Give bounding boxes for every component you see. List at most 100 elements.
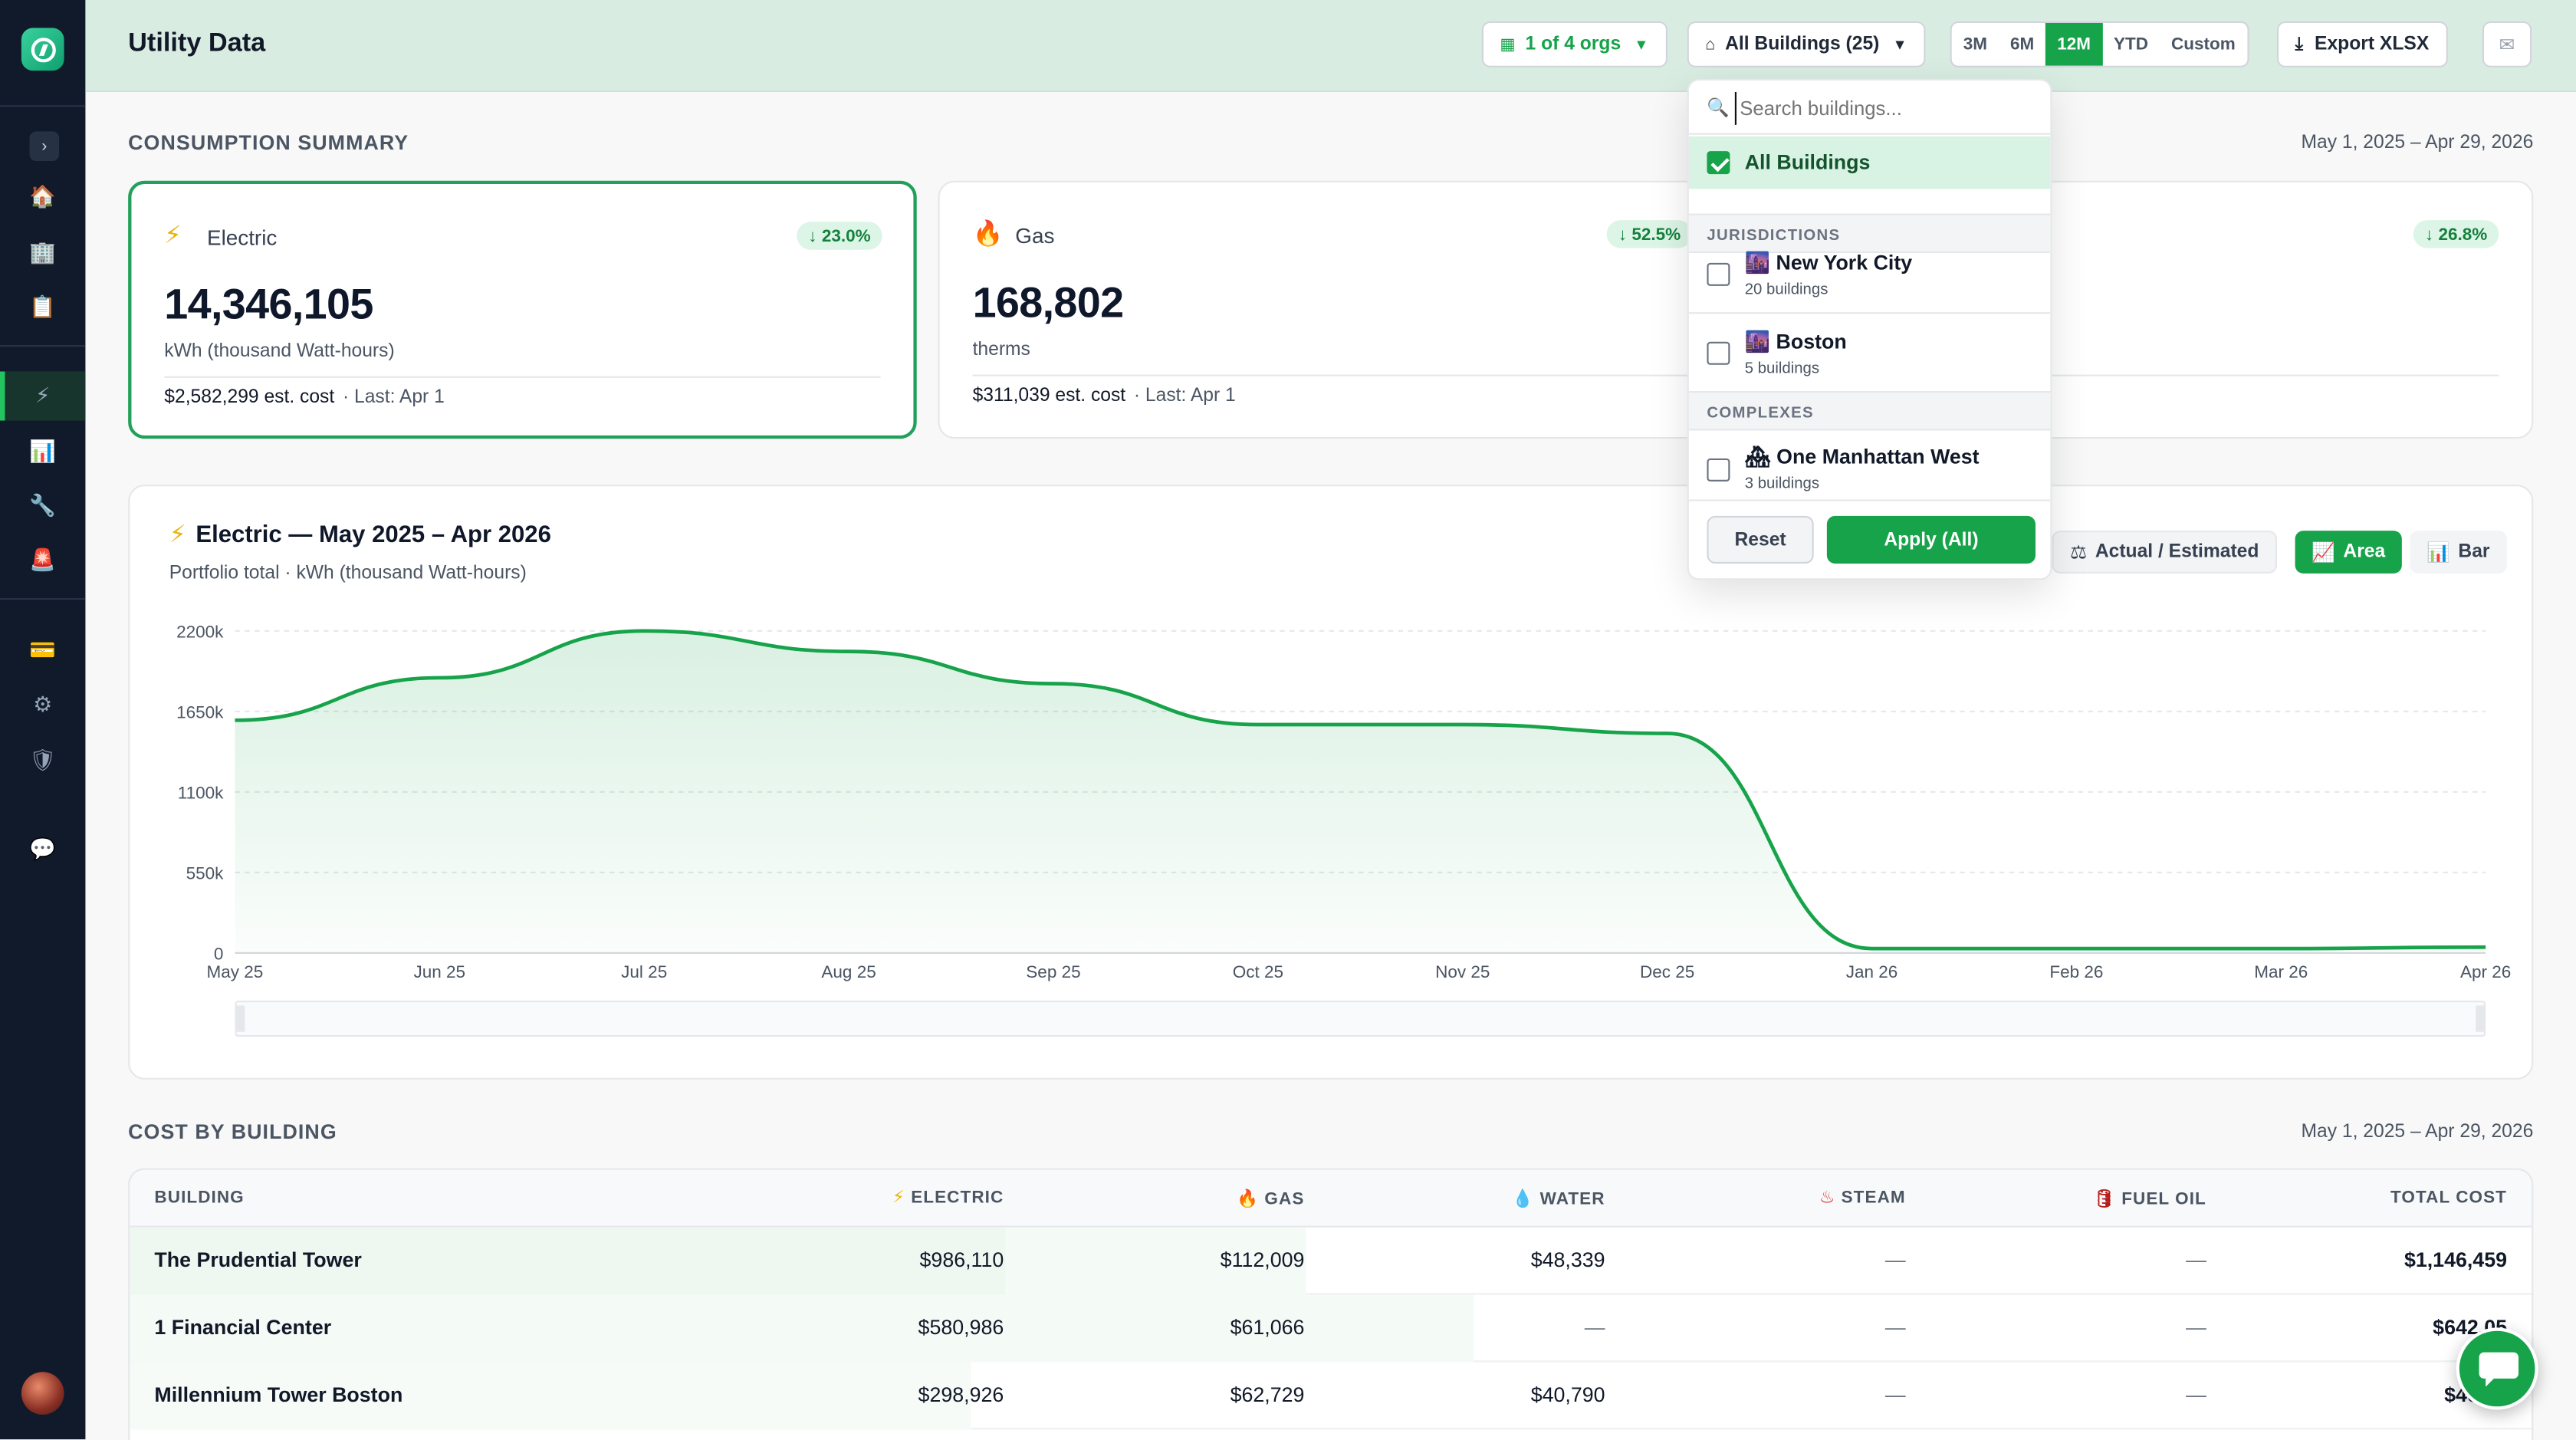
electric-area-chart[interactable]: 0 550k 1100k 1650k 2200k May 25 Jun 25 Jul 25 A… [130, 486, 2535, 1081]
option-label-text: One Manhattan West [1776, 445, 1980, 468]
actual-estimated-label: Actual / Estimated [2095, 542, 2259, 562]
group-label: JURISDICTIONS [1707, 226, 1841, 245]
col-water[interactable]: 💧 WATER [1512, 1188, 1605, 1209]
area-view-button[interactable]: 📈 Area [2295, 531, 2402, 574]
tools-icon[interactable]: 🔧 [29, 492, 57, 518]
change-badge: ↓ 52.5% [1606, 220, 1693, 248]
bar-view-button[interactable]: 📊 Bar [2410, 531, 2506, 574]
card-divider [972, 374, 1693, 376]
cost-table-date-range: May 1, 2025 – Apr 29, 2026 [2301, 1122, 2534, 1142]
shield-icon[interactable]: 🛡 [29, 747, 57, 773]
new-york-city-checkbox[interactable] [1707, 262, 1730, 286]
building-selector-label: All Buildings (25) [1725, 35, 1880, 54]
mail-button[interactable]: ✉ [2482, 21, 2532, 67]
chart-area-fill [235, 630, 2486, 953]
sidebar-divider [0, 105, 86, 107]
org-icon: ▦ [1500, 35, 1516, 54]
city-icon: 🌆 [1744, 251, 1776, 275]
building-search-input[interactable] [1734, 92, 2031, 125]
col-steam[interactable]: ♨ STEAM [1819, 1188, 1906, 1208]
option-label-text: Boston [1776, 330, 1847, 353]
chat-support-button[interactable] [2456, 1327, 2538, 1410]
org-selector-button[interactable]: ▦ 1 of 4 orgs ▼ [1481, 21, 1667, 67]
change-badge: ↓ 23.0% [797, 222, 882, 250]
app-logo[interactable] [21, 28, 64, 71]
cell-gas: $61,066 [1230, 1316, 1305, 1340]
y-tick-label: 1650k [176, 702, 224, 722]
option-all-buildings[interactable]: All Buildings [1688, 136, 2051, 189]
cost-table-title: COST BY BUILDING [128, 1120, 337, 1144]
scale-icon: ⚖ [2070, 544, 2088, 564]
dropdown-footer: Reset Apply (All) [1689, 501, 2050, 579]
x-tick-label: Jan 26 [1846, 962, 1898, 981]
buildings-icon[interactable]: 🏢 [29, 239, 57, 265]
search-icon: 🔍 [1707, 98, 1730, 119]
sidebar-divider [0, 345, 86, 347]
col-steam-label: STEAM [1841, 1188, 1906, 1208]
col-building[interactable]: BUILDING [154, 1188, 245, 1208]
x-tick-label: Oct 25 [1233, 962, 1283, 981]
boston-checkbox[interactable] [1707, 341, 1730, 365]
utility-data-icon[interactable]: ⚡ [0, 371, 86, 421]
droplet-icon: 💧 [1512, 1189, 1540, 1210]
range-3m[interactable]: 3M [1963, 35, 1987, 54]
header: Utility Data ▦ 1 of 4 orgs ▼ ⌂ All Build… [85, 0, 2576, 92]
table-row[interactable]: The Prudential Tower $986,110 $112,009 $… [130, 1227, 2532, 1295]
download-icon: ⤓ [2295, 33, 2304, 54]
col-fuel-oil[interactable]: 🛢 FUEL OIL [2093, 1188, 2206, 1209]
all-buildings-checkbox[interactable] [1707, 151, 1730, 175]
table-header: BUILDING ⚡ ELECTRIC 🔥 GAS 💧 WATER ♨ STEA… [130, 1169, 2532, 1228]
chart-title: ⚡ Electric — May 2025 – Apr 2026 [169, 522, 551, 548]
analytics-icon[interactable]: 📊 [29, 439, 57, 464]
chat-icon[interactable]: 💬 [29, 836, 57, 861]
option-one-manhattan-west[interactable]: 🏘 One Manhattan West 3 buildings [1688, 430, 2051, 501]
cell-fuel-oil: — [2186, 1248, 2206, 1272]
home-icon: ⌂ [1705, 35, 1716, 54]
reset-button[interactable]: Reset [1707, 515, 1814, 564]
option-boston[interactable]: 🌆 Boston 5 buildings [1688, 314, 2051, 393]
y-tick-label: 1100k [178, 783, 224, 802]
lightning-icon: ⚡ [892, 1188, 912, 1208]
summary-date-range: May 1, 2025 – Apr 29, 2026 [2301, 133, 2534, 153]
range-12m[interactable]: 12M [2045, 23, 2103, 66]
one-manhattan-west-checkbox[interactable] [1707, 458, 1730, 482]
building-selector-button[interactable]: ⌂ All Buildings (25) ▼ [1687, 21, 1926, 67]
actual-estimated-button[interactable]: ⚖ Actual / Estimated [2052, 531, 2278, 574]
home-icon[interactable]: 🏠 [29, 184, 57, 209]
range-ytd[interactable]: YTD [2114, 35, 2149, 54]
billing-icon[interactable]: 💳 [29, 637, 57, 662]
table-row[interactable]: 1 Financial Center $580,986 $61,066 — — … [130, 1294, 2532, 1363]
card-footer: $311,039 est. cost · Last: Apr 1 [973, 386, 1236, 406]
export-xlsx-button[interactable]: ⤓ Export XLSX [2277, 21, 2447, 67]
alarm-icon[interactable]: 🚨 [29, 547, 57, 572]
col-gas[interactable]: 🔥 GAS [1237, 1188, 1304, 1209]
apply-button[interactable]: Apply (All) [1826, 515, 2036, 564]
lightning-icon: ⚡ [169, 522, 186, 549]
group-label: COMPLEXES [1707, 404, 1814, 422]
expand-sidebar-button[interactable]: › [29, 131, 60, 161]
complex-icon: 🏘 [1744, 445, 1777, 468]
avatar[interactable] [21, 1372, 64, 1415]
col-total-cost[interactable]: TOTAL COST [2390, 1188, 2507, 1208]
table-row[interactable]: Millennium Tower Boston $298,926 $62,729… [130, 1362, 2532, 1430]
area-label: Area [2343, 542, 2386, 562]
bar-label: Bar [2458, 542, 2490, 562]
cell-fuel-oil: — [2186, 1316, 2206, 1340]
chevron-down-icon: ▼ [1892, 36, 1907, 53]
x-tick-label: May 25 [207, 962, 264, 981]
chart-range-scrollbar[interactable] [235, 1001, 2486, 1037]
card-last: · Last: Apr 1 [342, 387, 445, 408]
electric-card[interactable]: ⚡ Electric ↓ 23.0% 14,346,105 kWh (thous… [128, 180, 917, 439]
gas-card[interactable]: 🔥 Gas ↓ 52.5% 168,802 therms $311,039 es… [938, 180, 1727, 439]
gear-icon[interactable]: ⚙ [33, 692, 53, 717]
col-electric[interactable]: ⚡ ELECTRIC [892, 1188, 1004, 1208]
flame-icon: 🔥 [972, 220, 1004, 248]
clipboard-icon[interactable]: 📋 [29, 294, 57, 319]
cell-building: The Prudential Tower [154, 1248, 362, 1272]
x-tick-label: Nov 25 [1435, 962, 1490, 981]
option-new-york-city[interactable]: 🌆 New York City 20 buildings [1688, 235, 2051, 314]
range-6m[interactable]: 6M [2009, 35, 2035, 54]
card-label: Electric [207, 225, 278, 250]
range-custom[interactable]: Custom [2171, 35, 2236, 54]
cell-building: Millennium Tower Boston [154, 1383, 403, 1407]
